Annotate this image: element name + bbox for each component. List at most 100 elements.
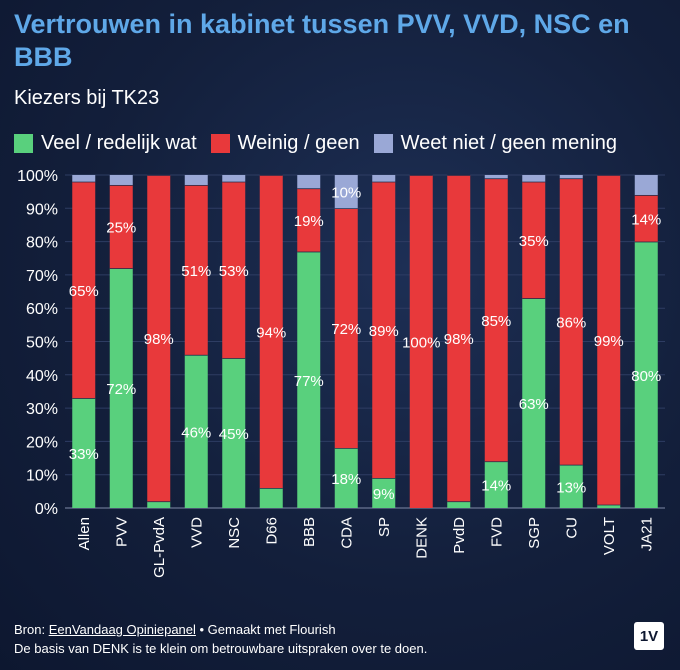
x-axis-ticks: Allen PVV GL-PvdA VVD NSC D66 BBB CDA SP DENK PvdD…	[76, 517, 656, 578]
legend-swatch-red	[210, 133, 230, 153]
x-tick-label: SP	[376, 517, 393, 537]
bar-segment[interactable]	[522, 175, 546, 182]
legend-label-green: Veel / redelijk wat	[41, 131, 197, 154]
bar-segment[interactable]	[634, 241, 658, 508]
bar-segment[interactable]	[184, 354, 208, 508]
data-label: 19%	[294, 213, 324, 230]
x-tick-label: CU	[563, 517, 580, 539]
legend-swatch-grey	[373, 133, 393, 153]
data-label: 10%	[331, 185, 361, 202]
data-label: 72%	[331, 321, 361, 338]
data-label: 14%	[631, 211, 661, 228]
bar-segment[interactable]	[109, 175, 133, 185]
bar-segment[interactable]	[184, 175, 208, 185]
data-label: 65%	[69, 283, 99, 300]
data-label: 89%	[369, 323, 399, 340]
data-label: 94%	[256, 325, 286, 342]
made-with: • Gemaakt met Flourish	[195, 622, 336, 637]
bar-segment[interactable]	[522, 181, 546, 299]
y-tick-label: 30%	[26, 401, 58, 418]
bar-segment[interactable]	[334, 208, 358, 449]
data-label: 33%	[69, 446, 99, 463]
y-tick-label: 90%	[26, 201, 58, 218]
bar-segment[interactable]	[372, 175, 396, 182]
legend-item-grey[interactable]: Weet niet / geen mening	[373, 132, 617, 155]
bar-segment[interactable]	[109, 184, 133, 269]
data-label: 98%	[144, 331, 174, 348]
data-label: 63%	[519, 396, 549, 413]
bar-segment[interactable]	[559, 464, 583, 508]
eenvandaag-logo: 1V	[634, 622, 664, 650]
bar-segment[interactable]	[297, 175, 321, 189]
data-label: 99%	[594, 333, 624, 350]
bar-segment[interactable]	[634, 175, 658, 195]
bar-segment[interactable]	[597, 175, 621, 505]
x-tick-label: DENK	[413, 517, 430, 559]
y-tick-label: 50%	[26, 335, 58, 352]
bar-segment[interactable]	[297, 188, 321, 252]
data-label: 46%	[181, 424, 211, 441]
y-tick-label: 80%	[26, 235, 58, 252]
bar-segment[interactable]	[447, 175, 471, 502]
bar-segment[interactable]	[147, 175, 171, 502]
data-label: 14%	[481, 478, 511, 495]
bar-segment[interactable]	[372, 478, 396, 508]
stacked-bar-chart: 0% 10% 20% 30% 40% 50% 60% 70% 80% 90% 100% 33% 65%…	[17, 168, 665, 578]
bar-segment[interactable]	[72, 181, 96, 399]
bar-segment[interactable]	[222, 358, 246, 508]
data-label: 86%	[556, 315, 586, 332]
x-tick-label: NSC	[226, 517, 243, 549]
x-tick-label: SGP	[526, 517, 543, 549]
legend-item-red[interactable]: Weinig / geen	[210, 131, 360, 155]
data-label: 100%	[402, 335, 440, 352]
bar-segment[interactable]	[297, 251, 321, 508]
bar-segment[interactable]	[259, 175, 283, 489]
x-tick-label: GL-PvdA	[151, 517, 168, 578]
bar-segment[interactable]	[222, 181, 246, 359]
data-label: 72%	[106, 381, 136, 398]
bar-segment[interactable]	[559, 178, 583, 465]
y-tick-label: 100%	[17, 168, 58, 185]
bar-segment[interactable]	[409, 175, 433, 508]
bar-segment[interactable]	[447, 501, 471, 508]
bar-segment[interactable]	[484, 175, 508, 179]
bar-segment[interactable]	[72, 398, 96, 508]
bar-segment[interactable]	[72, 175, 96, 182]
data-label: 18%	[331, 471, 361, 488]
x-tick-label: FVD	[488, 517, 505, 547]
bar-segment[interactable]	[222, 175, 246, 182]
bar-segment[interactable]	[147, 501, 171, 508]
y-axis-ticks: 0% 10% 20% 30% 40% 50% 60% 70% 80% 90% 100%	[17, 168, 58, 518]
bar-segment[interactable]	[334, 448, 358, 508]
bar-segment[interactable]	[484, 178, 508, 462]
footnote: De basis van DENK is te klein om betrouw…	[14, 641, 428, 656]
bar-segment[interactable]	[559, 175, 583, 179]
legend: Veel / redelijk wat Weinig / geen Weet n…	[14, 130, 631, 156]
legend-item-green[interactable]: Veel / redelijk wat	[14, 132, 197, 155]
footer: Bron: EenVandaag Opiniepanel • Gemaakt m…	[14, 620, 427, 658]
bar-segment[interactable]	[597, 504, 621, 508]
bar-segment[interactable]	[372, 181, 396, 479]
data-label: 9%	[373, 486, 395, 503]
data-labels: 33% 65% 72% 25% 98% 46% 51% 45% 53% 94% 77% 19% 18% 7…	[69, 185, 662, 503]
data-label: 80%	[631, 368, 661, 385]
y-tick-label: 60%	[26, 301, 58, 318]
y-tick-label: 10%	[26, 468, 58, 485]
y-tick-label: 70%	[26, 268, 58, 285]
chart-title: Vertrouwen in kabinet tussen PVV, VVD, N…	[14, 9, 630, 72]
bar-segment[interactable]	[259, 488, 283, 508]
x-tick-label: PVV	[113, 517, 130, 547]
x-tick-label: BBB	[301, 517, 318, 547]
bar-segment[interactable]	[109, 268, 133, 508]
source-link[interactable]: EenVandaag Opiniepanel	[48, 622, 196, 637]
bar-segment[interactable]	[522, 298, 546, 508]
y-tick-label: 40%	[26, 368, 58, 385]
bar-segment[interactable]	[334, 175, 358, 209]
legend-label-red: Weinig / geen	[237, 131, 360, 154]
bar-segment[interactable]	[184, 184, 208, 355]
chart-subtitle: Kiezers bij TK23	[14, 87, 160, 109]
data-label: 98%	[444, 331, 474, 348]
bar-segment[interactable]	[634, 194, 658, 242]
bar-segment[interactable]	[484, 461, 508, 508]
x-tick-label: VOLT	[601, 517, 618, 555]
